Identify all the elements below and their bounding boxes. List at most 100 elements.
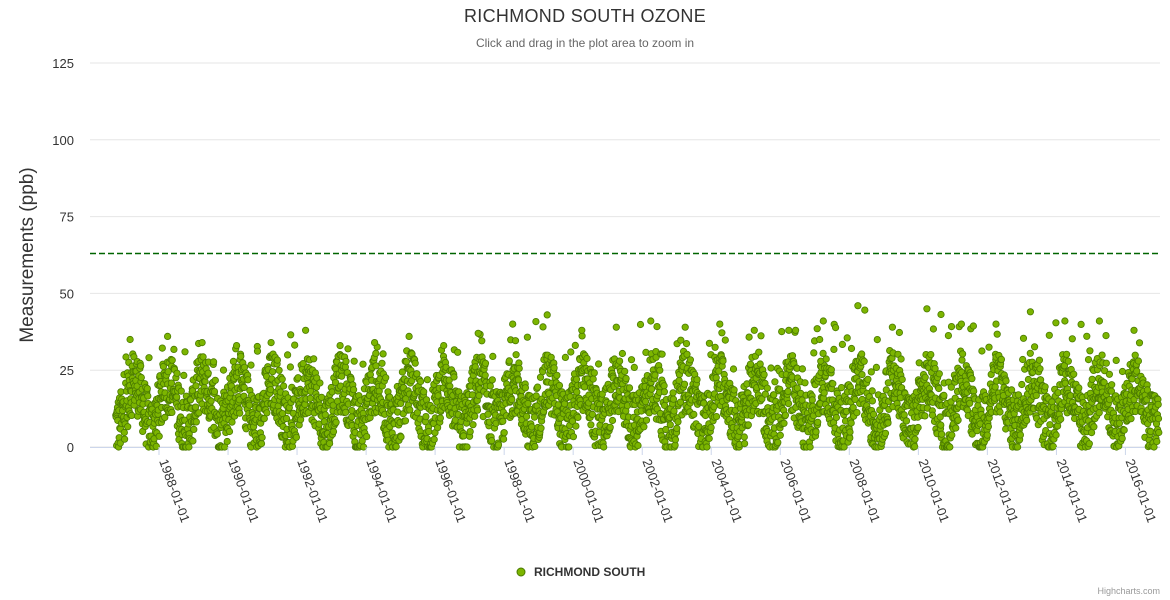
- data-point[interactable]: [937, 430, 946, 438]
- data-point[interactable]: [847, 419, 855, 427]
- data-point[interactable]: [306, 394, 314, 402]
- data-point[interactable]: [379, 350, 387, 358]
- data-point[interactable]: [420, 388, 428, 396]
- data-point[interactable]: [229, 357, 237, 365]
- data-point[interactable]: [740, 439, 749, 448]
- data-point[interactable]: [755, 348, 763, 356]
- data-point[interactable]: [349, 386, 358, 394]
- data-point[interactable]: [223, 437, 231, 446]
- data-point[interactable]: [690, 410, 698, 418]
- data-point[interactable]: [397, 433, 405, 441]
- data-point[interactable]: [1075, 384, 1083, 392]
- data-point[interactable]: [944, 331, 953, 340]
- data-point[interactable]: [359, 360, 367, 368]
- data-point[interactable]: [240, 383, 248, 392]
- data-point[interactable]: [508, 395, 516, 404]
- data-point[interactable]: [600, 443, 608, 451]
- data-point[interactable]: [858, 370, 866, 379]
- data-point[interactable]: [478, 337, 486, 345]
- data-point[interactable]: [499, 417, 507, 425]
- data-point[interactable]: [673, 424, 681, 432]
- data-point[interactable]: [481, 359, 490, 367]
- data-point[interactable]: [237, 352, 245, 360]
- data-point[interactable]: [1036, 365, 1044, 373]
- data-point[interactable]: [386, 393, 394, 401]
- data-point-peak[interactable]: [578, 326, 586, 334]
- data-point[interactable]: [948, 431, 956, 439]
- data-point[interactable]: [1112, 356, 1120, 364]
- data-point[interactable]: [651, 371, 659, 379]
- data-point[interactable]: [366, 370, 374, 379]
- data-point[interactable]: [929, 325, 938, 333]
- data-point[interactable]: [622, 374, 630, 383]
- data-point[interactable]: [895, 328, 904, 337]
- data-point[interactable]: [900, 411, 908, 419]
- data-point[interactable]: [488, 376, 496, 384]
- data-point[interactable]: [1052, 319, 1060, 327]
- data-point[interactable]: [781, 411, 790, 419]
- data-point[interactable]: [329, 401, 337, 409]
- data-point[interactable]: [721, 336, 729, 344]
- data-point[interactable]: [1134, 357, 1143, 365]
- data-point-peak[interactable]: [716, 320, 724, 328]
- data-point[interactable]: [514, 376, 523, 384]
- data-point[interactable]: [342, 357, 350, 365]
- data-point[interactable]: [1102, 331, 1110, 340]
- data-point[interactable]: [636, 320, 645, 329]
- data-point[interactable]: [1077, 320, 1085, 328]
- data-point[interactable]: [729, 365, 738, 373]
- data-point[interactable]: [382, 374, 390, 382]
- data-point[interactable]: [712, 412, 721, 421]
- data-point[interactable]: [867, 368, 875, 376]
- data-point-peak[interactable]: [267, 338, 275, 347]
- data-point[interactable]: [1052, 431, 1060, 439]
- data-point[interactable]: [784, 399, 793, 408]
- data-point[interactable]: [968, 375, 976, 383]
- data-point-peak[interactable]: [198, 338, 206, 347]
- data-point[interactable]: [952, 424, 960, 432]
- data-point[interactable]: [868, 387, 876, 395]
- data-point[interactable]: [181, 348, 189, 356]
- data-point[interactable]: [827, 366, 835, 374]
- data-point[interactable]: [911, 442, 919, 451]
- data-point-peak[interactable]: [647, 317, 655, 325]
- data-point[interactable]: [260, 414, 268, 423]
- data-point[interactable]: [143, 384, 151, 393]
- data-point[interactable]: [705, 434, 713, 443]
- data-point[interactable]: [640, 423, 648, 431]
- data-point[interactable]: [1063, 350, 1071, 358]
- data-point[interactable]: [287, 331, 295, 339]
- data-point[interactable]: [1046, 421, 1054, 429]
- data-point[interactable]: [468, 391, 476, 399]
- data-point[interactable]: [402, 358, 410, 366]
- data-point[interactable]: [774, 438, 782, 446]
- data-point[interactable]: [801, 379, 809, 387]
- data-point[interactable]: [843, 334, 851, 342]
- data-point[interactable]: [190, 425, 198, 433]
- data-point[interactable]: [350, 357, 358, 365]
- data-point[interactable]: [484, 410, 492, 418]
- data-point[interactable]: [459, 432, 468, 440]
- data-point[interactable]: [210, 358, 218, 366]
- data-point[interactable]: [572, 422, 580, 430]
- data-point[interactable]: [884, 379, 892, 387]
- data-point-peak[interactable]: [1095, 317, 1104, 325]
- data-point[interactable]: [831, 323, 840, 332]
- data-point[interactable]: [985, 343, 993, 351]
- data-point[interactable]: [257, 439, 266, 448]
- data-point[interactable]: [757, 332, 765, 340]
- data-point[interactable]: [677, 336, 685, 344]
- data-point[interactable]: [730, 386, 738, 394]
- data-point[interactable]: [168, 356, 176, 364]
- data-point[interactable]: [808, 396, 816, 404]
- data-point[interactable]: [486, 382, 494, 390]
- data-point[interactable]: [1031, 343, 1039, 351]
- data-point[interactable]: [1057, 415, 1065, 423]
- data-point[interactable]: [937, 310, 945, 319]
- data-point[interactable]: [170, 345, 178, 353]
- data-point[interactable]: [137, 373, 145, 382]
- legend[interactable]: RICHMOND SOUTH: [516, 565, 645, 579]
- data-point[interactable]: [434, 392, 442, 400]
- data-point[interactable]: [185, 443, 193, 451]
- data-point[interactable]: [1026, 349, 1034, 357]
